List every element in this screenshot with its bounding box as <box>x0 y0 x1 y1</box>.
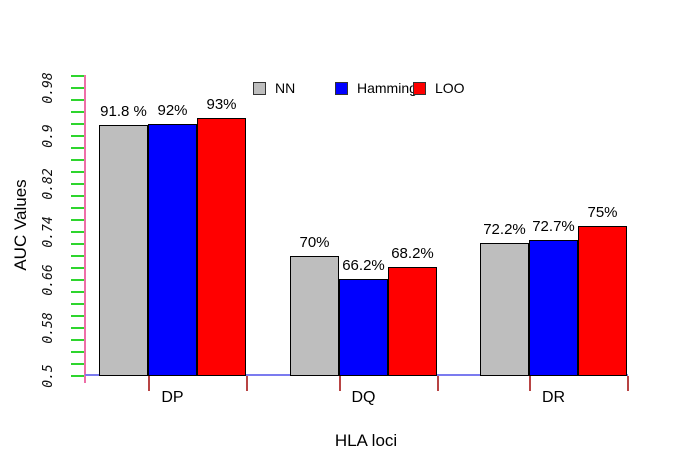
bar-dr-loo <box>578 226 627 376</box>
bar-dp-hamming <box>148 124 197 376</box>
y-tick <box>71 327 84 329</box>
x-category-dq: DQ <box>351 389 376 406</box>
bar-label-dq-hamming: 66.2% <box>342 256 385 274</box>
y-tick <box>71 363 84 365</box>
y-tick-label: 0.9 <box>41 124 56 148</box>
y-tick-label: 0.82 <box>41 168 56 200</box>
bar-dr-hamming <box>529 239 578 376</box>
y-tick <box>71 279 84 281</box>
y-tick <box>71 135 84 137</box>
bar-dr-nn <box>480 242 529 376</box>
y-tick-label: 0.5 <box>41 364 56 388</box>
y-tick <box>71 255 84 257</box>
y-tick <box>71 111 84 113</box>
legend-label-nn: NN <box>275 80 296 96</box>
bar-label-dq-loo: 68.2% <box>391 244 434 262</box>
legend-swatch-hamming <box>335 81 348 95</box>
y-tick <box>71 183 84 185</box>
bar-dp-loo <box>197 118 246 376</box>
y-tick <box>71 339 84 341</box>
y-tick <box>71 243 84 245</box>
y-tick <box>71 315 84 317</box>
x-tick <box>246 376 248 391</box>
y-tick <box>71 147 84 149</box>
legend-item-nn: NN <box>253 80 295 96</box>
x-category-dr: DR <box>541 389 566 406</box>
bar-dp-nn <box>99 125 148 376</box>
y-tick-label: 0.98 <box>41 72 56 104</box>
x-tick <box>529 376 531 391</box>
y-tick <box>71 159 84 161</box>
legend-label-loo: LOO <box>435 80 465 96</box>
legend-swatch-loo <box>413 81 426 95</box>
y-tick <box>71 123 84 125</box>
x-tick <box>627 376 629 391</box>
y-tick <box>71 195 84 197</box>
bar-label-dp-nn: 91.8 % <box>100 103 147 121</box>
x-axis-title: HLA loci <box>334 431 398 450</box>
legend-item-loo: LOO <box>413 80 465 96</box>
y-tick <box>71 267 84 269</box>
y-axis-line <box>84 75 86 383</box>
bar-label-dp-hamming: 92% <box>157 102 188 119</box>
x-category-dp: DP <box>161 389 184 406</box>
y-tick <box>71 375 84 377</box>
y-tick <box>71 99 84 101</box>
legend-label-hamming: Hamming <box>357 80 417 96</box>
x-tick <box>339 376 341 391</box>
y-tick-label: 0.58 <box>41 312 56 344</box>
bar-label-dr-loo: 75% <box>587 204 618 221</box>
bar-dq-loo <box>388 266 437 376</box>
legend-item-hamming: Hamming <box>335 80 417 96</box>
y-tick <box>71 291 84 293</box>
x-tick <box>437 376 439 391</box>
bar-dq-hamming <box>339 278 388 376</box>
y-tick <box>71 231 84 233</box>
y-tick-label: 0.74 <box>41 216 56 248</box>
y-tick <box>71 75 84 77</box>
y-tick <box>71 351 84 353</box>
y-tick <box>71 303 84 305</box>
y-tick-label: 0.66 <box>41 264 56 296</box>
y-tick <box>71 207 84 209</box>
y-tick <box>71 219 84 221</box>
bar-label-dr-hamming: 72.7% <box>532 217 575 235</box>
legend-swatch-nn <box>253 81 266 95</box>
bar-label-dp-loo: 93% <box>206 96 237 113</box>
x-tick <box>148 376 150 391</box>
bar-label-dr-nn: 72.2% <box>483 220 526 238</box>
bar-dq-nn <box>290 256 339 376</box>
y-tick <box>71 171 84 173</box>
y-tick <box>71 87 84 89</box>
bar-label-dq-nn: 70% <box>299 234 330 251</box>
